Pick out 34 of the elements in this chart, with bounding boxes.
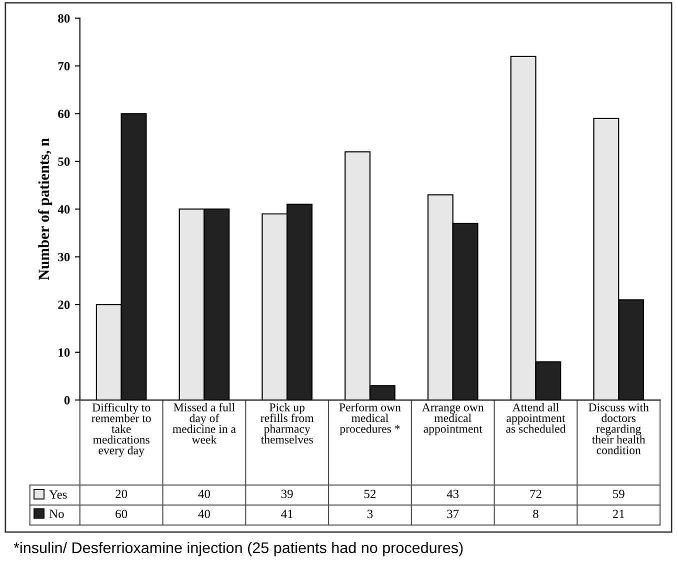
x-tick-label: Pick up refills from pharmacy themselves — [260, 403, 314, 444]
x-tick-label: Perform own medical procedures * — [339, 402, 401, 436]
data-label: 43 — [446, 490, 459, 498]
data-label: 39 — [281, 490, 293, 498]
data-label: 72 — [530, 490, 542, 498]
legend-label: No — [49, 510, 64, 518]
x-tick-label: Arrange own medical appointment — [422, 403, 484, 436]
data-label: 59 — [613, 490, 624, 498]
data-label: 20 — [116, 490, 128, 498]
data-label: 8 — [533, 510, 538, 518]
data-label: 41 — [281, 510, 293, 518]
data-label: 3 — [367, 510, 373, 518]
x-tick-label: Difficulty to remember to take medications every day — [92, 403, 151, 457]
y-tick-label: 20 — [58, 300, 70, 310]
x-tick-label: Discuss with doctors regarding their health condition — [588, 403, 649, 454]
y-tick-label: 30 — [58, 252, 70, 262]
x-tick-label: Attend all appointment as scheduled — [506, 403, 566, 433]
data-label: 40 — [198, 510, 210, 518]
y-tick-label: 60 — [58, 110, 70, 118]
y-tick-label: 40 — [58, 205, 70, 214]
data-label: 21 — [612, 510, 624, 518]
data-label: 60 — [116, 510, 128, 518]
y-tick-label: 80 — [58, 14, 70, 23]
data-label: 37 — [447, 510, 459, 518]
y-tick-label: 0 — [64, 396, 70, 404]
y-tick-label: 50 — [58, 157, 70, 166]
x-tick-label: Missed a full day of medicine in a week — [172, 402, 236, 444]
data-label: 40 — [198, 490, 210, 498]
y-axis-title: Number of patients, n — [38, 138, 52, 280]
y-tick-label: 70 — [58, 62, 70, 70]
data-label: 52 — [364, 490, 376, 498]
legend-label: Yes — [49, 490, 67, 499]
text: *insulin/ Desferrioxamine injection (25 patients had no procedures) — [14, 542, 463, 556]
y-tick-label: 10 — [58, 348, 70, 357]
